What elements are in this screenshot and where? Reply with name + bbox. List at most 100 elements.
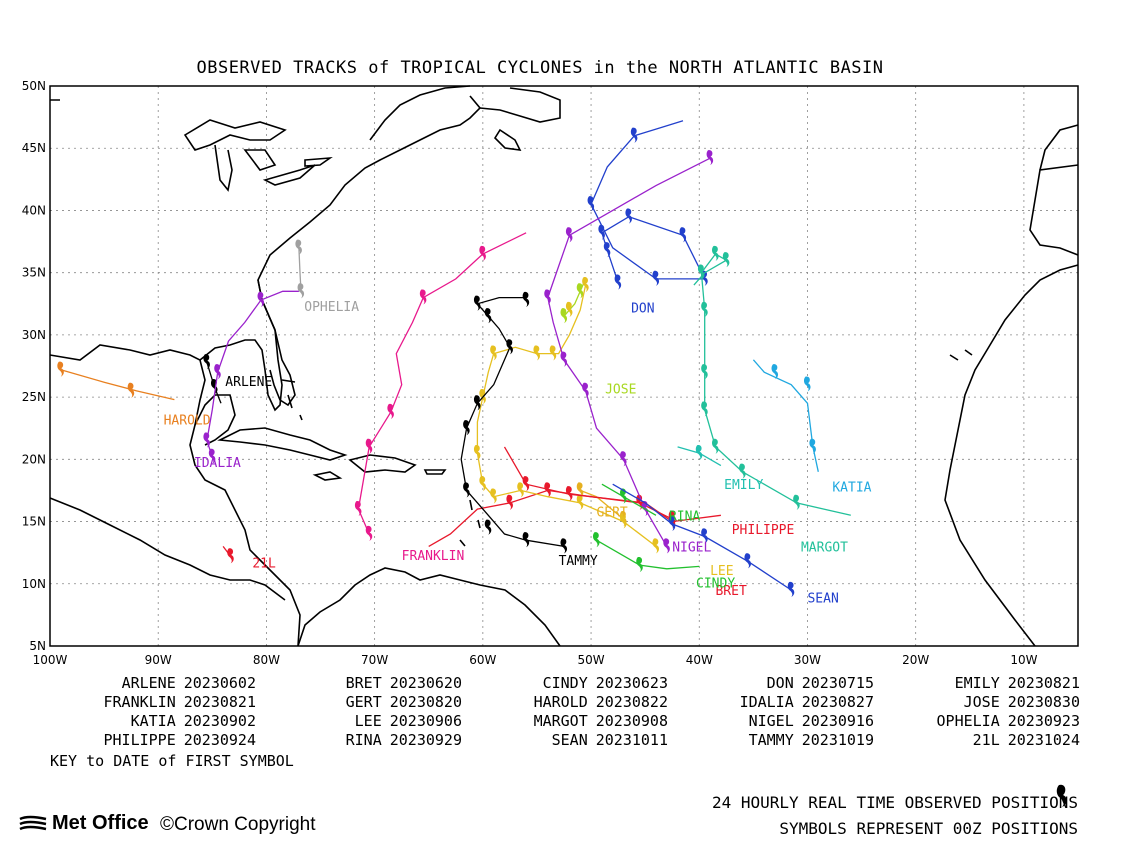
cyclone-position-symbol: [592, 532, 600, 548]
cyclone-position-symbol: [620, 451, 627, 467]
key-storm-name: DON: [766, 674, 794, 692]
cyclone-position-symbol: [560, 308, 568, 324]
key-entry: TAMMY 20231019: [668, 731, 874, 750]
cyclone-position-symbol: [803, 376, 811, 392]
key-storm-date: 20230820: [389, 693, 462, 711]
coastline-north-america: [49, 99, 301, 647]
storm-track-arlene: [203, 354, 222, 404]
cyclone-position-symbol: [652, 538, 660, 554]
lon-tick-label: 70W: [361, 653, 388, 667]
cyclone-position-symbol: [295, 239, 302, 255]
cyclone-position-symbol: [576, 482, 584, 498]
lon-tick-label: 100W: [33, 653, 68, 667]
south-america: [297, 567, 561, 647]
storm-track-don: [587, 120, 708, 290]
cyclone-symbol-legend: [1056, 784, 1067, 807]
key-row: KATIA 20230902 LEE 20230906 MARGOT 20230908 NI…: [50, 712, 1080, 731]
cyclone-position-symbol: [603, 242, 611, 258]
key-storm-name: GERT: [345, 693, 382, 711]
key-storm-name: MARGOT: [533, 712, 588, 730]
storm-track-margot: [693, 245, 851, 516]
key-storm-name: NIGEL: [748, 712, 794, 730]
storm-label-idalia: IDALIA: [194, 456, 241, 471]
key-storm-date: 20230715: [801, 674, 874, 692]
cyclone-position-symbol: [479, 476, 486, 492]
cyclone-position-symbol: [484, 519, 492, 535]
cyclone-position-symbol: [506, 339, 513, 355]
key-storm-name: SEAN: [551, 731, 588, 749]
storm-label-arlene: ARLENE: [225, 375, 272, 390]
coastline-canada: [369, 85, 561, 151]
cyclone-position-symbol: [701, 401, 708, 417]
storm-label-rina: RINA: [669, 509, 700, 524]
cyclone-position-symbol: [490, 488, 497, 504]
cyclone-position-symbol: [473, 444, 481, 461]
coastline-central-west: [49, 497, 286, 601]
cyclone-position-symbol: [549, 345, 557, 361]
storm-label-don: DON: [631, 301, 654, 316]
legend-line-2: SYMBOLS REPRESENT 00Z POSITIONS: [779, 819, 1078, 838]
cyclone-position-symbol: [620, 488, 627, 504]
cyclone-position-symbol: [695, 444, 703, 461]
storm-track-rina: [601, 483, 657, 516]
lon-tick-label: 90W: [145, 653, 172, 667]
storm-label-philippe: PHILIPPE: [732, 523, 795, 538]
cyclone-position-symbol: [625, 208, 632, 224]
key-row: PHILIPPE 20230924 RINA 20230929 SEAN 20231011…: [50, 731, 1081, 750]
lon-tick-label: 80W: [253, 653, 280, 667]
storm-label-harold: HAROLD: [164, 413, 211, 428]
key-storm-date: 20230623: [595, 674, 668, 692]
cuba: [217, 427, 348, 461]
key-storm-date: 20230827: [801, 693, 874, 711]
storm-track-ophelia: [295, 239, 305, 299]
cyclone-position-symbol: [630, 127, 638, 143]
cyclone-position-symbol: [652, 270, 660, 286]
key-storm-date: 20230821: [183, 693, 256, 711]
key-storm-name: LEE: [354, 712, 382, 730]
cyclone-position-symbol: [484, 308, 492, 324]
key-storm-date: 20230821: [1007, 674, 1080, 692]
key-entry: FRANKLIN 20230821: [50, 693, 257, 712]
logo-text: Met Office: [52, 812, 149, 834]
key-storm-date: 20230908: [595, 712, 668, 730]
key-storm-name: RINA: [345, 731, 382, 749]
key-storm-name: TAMMY: [748, 731, 794, 749]
great-lakes: [183, 119, 333, 192]
cyclone-position-symbol: [787, 581, 795, 597]
cyclone-position-symbol: [587, 196, 595, 212]
cyclone-position-symbol: [463, 482, 470, 498]
cyclone-position-symbol: [127, 382, 135, 398]
key-entry: GERT 20230820: [256, 693, 462, 712]
storm-label-bret: BRET: [715, 584, 746, 599]
map-frame: [49, 85, 1079, 647]
cyclone-position-symbol: [57, 361, 64, 377]
cyclone-position-symbol: [203, 432, 210, 448]
cyclone-position-symbol: [722, 252, 730, 268]
lon-tick-label: 30W: [794, 653, 821, 667]
cyclone-position-symbol: [479, 245, 486, 261]
storm-tracks: [57, 120, 851, 597]
key-storm-name: HAROLD: [533, 693, 588, 711]
storm-track-harold: [57, 361, 175, 401]
puerto-rico: [423, 469, 447, 475]
storm-label-sean: SEAN: [807, 591, 838, 606]
key-storm-date: 20230902: [183, 712, 256, 730]
key-storm-name: OPHELIA: [936, 712, 1000, 730]
florida: [257, 279, 296, 407]
cyclone-position-symbol: [744, 553, 752, 569]
cyclone-position-symbol: [668, 515, 676, 532]
storm-track-lee: [473, 276, 660, 554]
copyright-notice: ©Crown Copyright: [160, 814, 316, 835]
storm-track-katia: [752, 359, 819, 472]
cyclone-position-symbol: [663, 538, 670, 554]
cyclone-position-symbol: [387, 403, 394, 420]
cyclone-position-symbol: [565, 486, 573, 502]
key-storm-date: 20230916: [801, 712, 874, 730]
cyclone-position-symbol: [701, 364, 708, 380]
key-entry: IDALIA 20230827: [668, 693, 874, 712]
storm-date-key: ARLENE 20230602 BRET 20230620 CINDY 20230623 D…: [50, 674, 1081, 750]
storm-label-nigel: NIGEL: [672, 540, 711, 555]
storm-label-jose: JOSE: [605, 382, 636, 397]
storm-label-lee: LEE: [710, 564, 733, 579]
key-entry: KATIA 20230902: [50, 712, 256, 731]
